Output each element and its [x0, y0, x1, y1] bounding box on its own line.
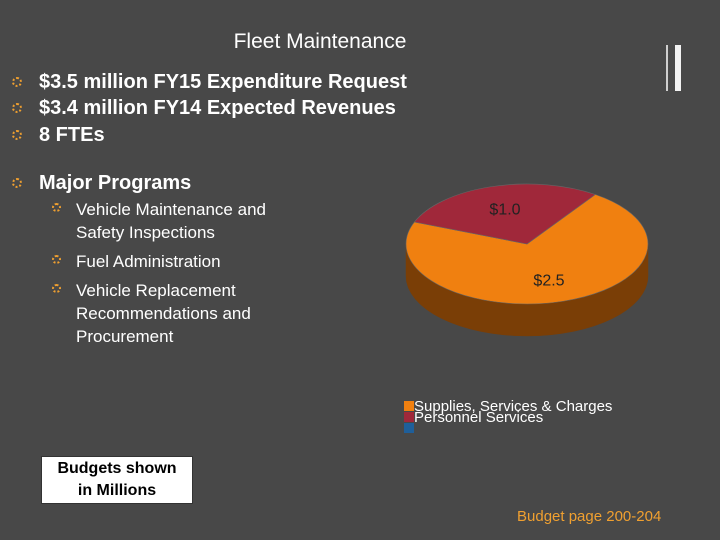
bullet-icon [12, 77, 22, 87]
programs-heading: Major Programs [12, 172, 191, 195]
program-text: Vehicle Replacement Recommendations and … [76, 281, 251, 346]
bullet-icon [12, 103, 22, 113]
legend-label: Personnel Services [414, 409, 544, 426]
decorative-bar-thick [675, 45, 681, 91]
summary-bullet-ftes: 8 FTEs [12, 124, 105, 147]
summary-bullet-request: $3.5 million FY15 Expenditure Request [12, 71, 407, 94]
program-item: Vehicle Replacement Recommendations and … [52, 279, 292, 348]
pie-data-label: $1.0 [489, 201, 520, 218]
summary-bullet-revenues: $3.4 million FY14 Expected Revenues [12, 97, 396, 120]
bullet-icon [12, 178, 22, 188]
program-item: Vehicle Maintenance and Safety Inspectio… [52, 198, 292, 244]
units-note-line: in Millions [77, 482, 157, 499]
legend-swatch [404, 423, 414, 433]
bullet-icon [52, 203, 61, 212]
bullet-icon [52, 255, 61, 264]
legend-swatch [404, 412, 414, 422]
program-item: Fuel Administration [52, 250, 292, 273]
program-text: Vehicle Maintenance and Safety Inspectio… [76, 200, 266, 242]
bullet-icon [12, 130, 22, 140]
legend-swatch [404, 401, 414, 411]
pie-data-label: $2.5 [533, 273, 564, 290]
program-text: Fuel Administration [76, 252, 221, 271]
summary-text: $3.5 million FY15 Expenditure Request [39, 71, 407, 93]
programs-heading-text: Major Programs [39, 172, 192, 194]
units-note-box: Budgets shown in Millions [41, 456, 193, 504]
pie-slice-personnel-services [413, 183, 596, 245]
legend-label: Supplies, Services & Charges [414, 398, 613, 415]
units-note-line: Budgets shown [57, 460, 177, 477]
pie-slice-supplies-services-charges [405, 194, 649, 305]
summary-text: $3.4 million FY14 Expected Revenues [39, 97, 396, 119]
summary-text: 8 FTEs [39, 124, 105, 146]
decorative-bar-thin [666, 45, 668, 91]
bullet-icon [52, 284, 61, 293]
budget-page-reference: Budget page 200-204 [517, 508, 662, 525]
slide-title: Fleet Maintenance [233, 30, 407, 53]
